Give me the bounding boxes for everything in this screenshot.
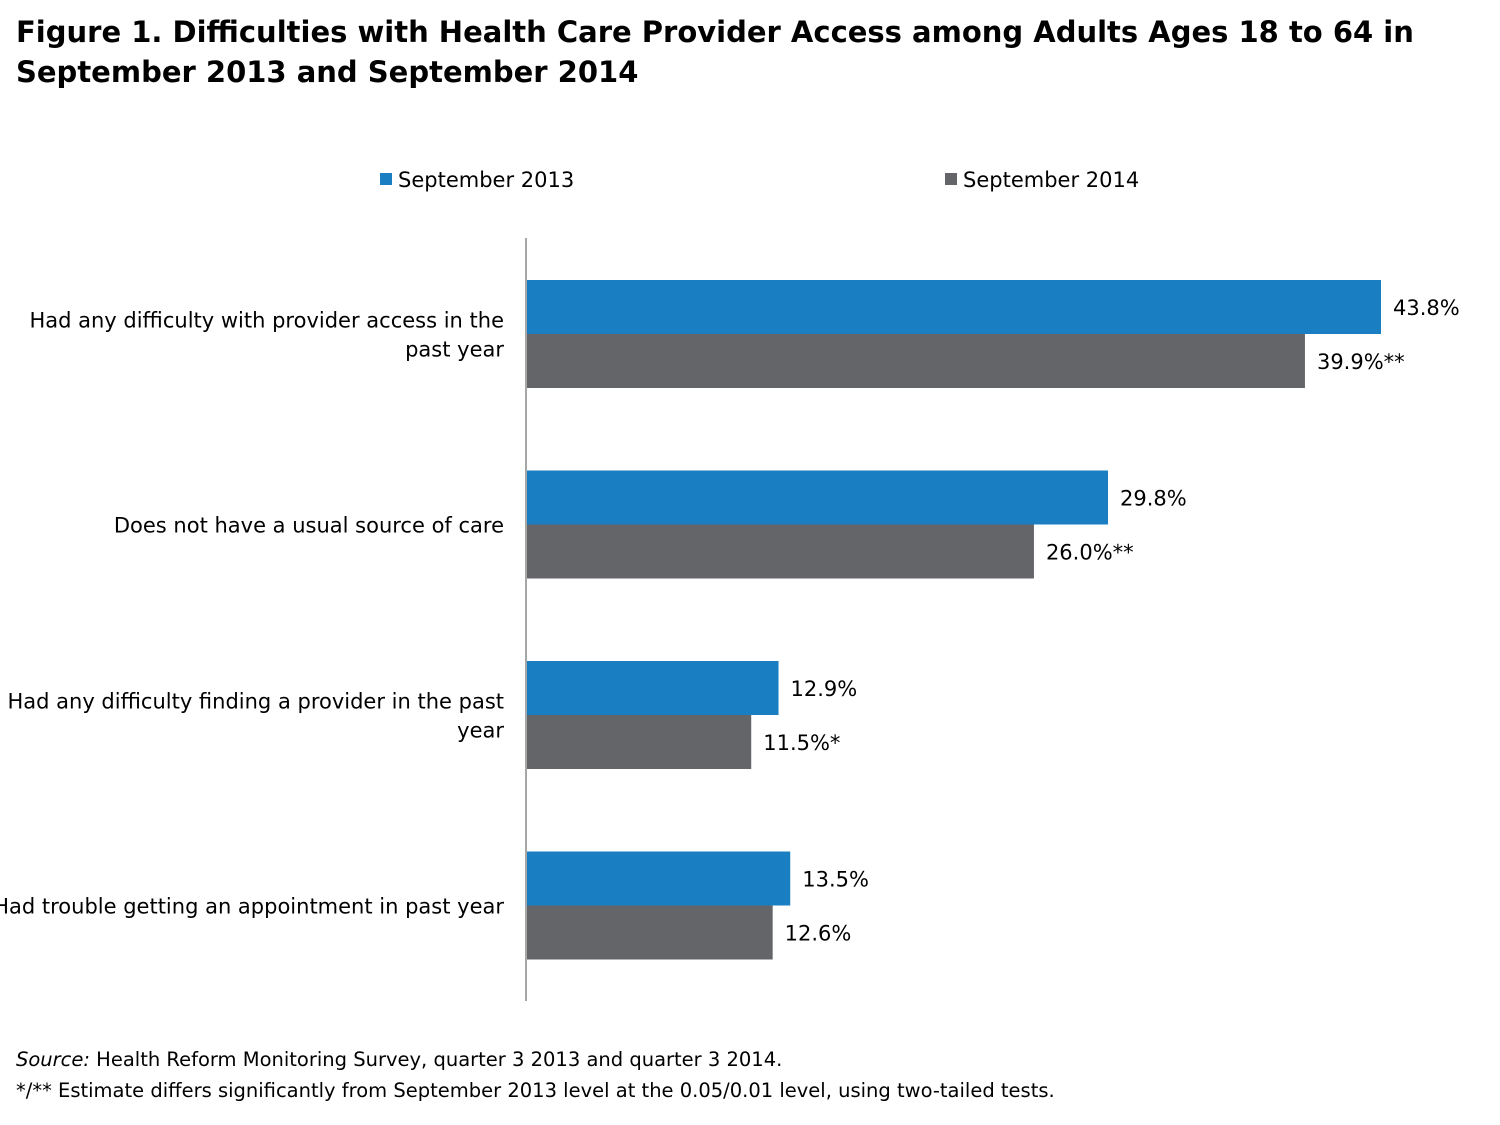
- category-label-4: Had trouble getting an appointment in pa…: [0, 895, 504, 919]
- chart-bars: [527, 280, 1381, 960]
- value-label-sep2014-2: 26.0%**: [1046, 541, 1134, 565]
- category-label-line: year: [457, 719, 504, 743]
- chart-title: Figure 1. Difficulties with Health Care …: [16, 12, 1456, 92]
- bar-sep2013-4: [527, 851, 791, 906]
- legend-swatch-1: [380, 173, 392, 185]
- value-label-sep2013-3: 12.9%: [791, 677, 858, 701]
- legend-swatch-2: [945, 173, 957, 185]
- category-label-line: Had any difficulty finding a provider in…: [7, 690, 504, 714]
- bar-sep2014-2: [527, 524, 1034, 579]
- bar-sep2013-2: [527, 470, 1109, 525]
- bar-sep2013-3: [527, 661, 779, 715]
- value-label-sep2014-1: 39.9%**: [1317, 350, 1405, 374]
- chart-title-line-1: Figure 1. Difficulties with Health Care …: [16, 15, 1414, 49]
- chart-title-line-2: September 2013 and September 2014: [16, 55, 639, 89]
- category-label-line: past year: [405, 338, 504, 362]
- category-label-line: Does not have a usual source of care: [114, 514, 504, 538]
- value-labels: 43.8% 39.9%** 29.8% 26.0%** 12.9% 11.5%* 13.5%…: [763, 296, 1459, 946]
- chart-legend: September 2013 September 2014: [380, 168, 1139, 192]
- source-text: Health Reform Monitoring Survey, quarter…: [89, 1048, 783, 1071]
- value-label-sep2014-4: 12.6%: [785, 922, 852, 946]
- value-label-sep2013-1: 43.8%: [1393, 296, 1460, 320]
- bar-sep2013-1: [527, 280, 1381, 334]
- significance-note: */** Estimate differs significantly from…: [16, 1079, 1055, 1102]
- category-label-1: Had any difficulty with provider access …: [29, 309, 504, 362]
- value-label-sep2013-2: 29.8%: [1120, 487, 1187, 511]
- footnotes: Source: Health Reform Monitoring Survey,…: [16, 1044, 1476, 1106]
- source-label: Source:: [16, 1048, 90, 1071]
- value-label-sep2014-3: 11.5%*: [763, 731, 840, 755]
- legend-label-2: September 2014: [963, 168, 1139, 192]
- value-label-sep2013-4: 13.5%: [802, 868, 869, 892]
- bar-sep2014-1: [527, 334, 1305, 388]
- category-label-3: Had any difficulty finding a provider in…: [7, 690, 504, 743]
- category-label-2: Does not have a usual source of care: [114, 514, 504, 538]
- category-labels: Had any difficulty with provider access …: [0, 309, 504, 919]
- bar-sep2014-3: [527, 715, 752, 769]
- category-label-line: Had trouble getting an appointment in pa…: [0, 895, 504, 919]
- source-note: Source: Health Reform Monitoring Survey,…: [16, 1044, 1476, 1075]
- bar-sep2014-4: [527, 905, 773, 960]
- legend-label-1: September 2013: [398, 168, 574, 192]
- category-label-line: Had any difficulty with provider access …: [29, 309, 504, 333]
